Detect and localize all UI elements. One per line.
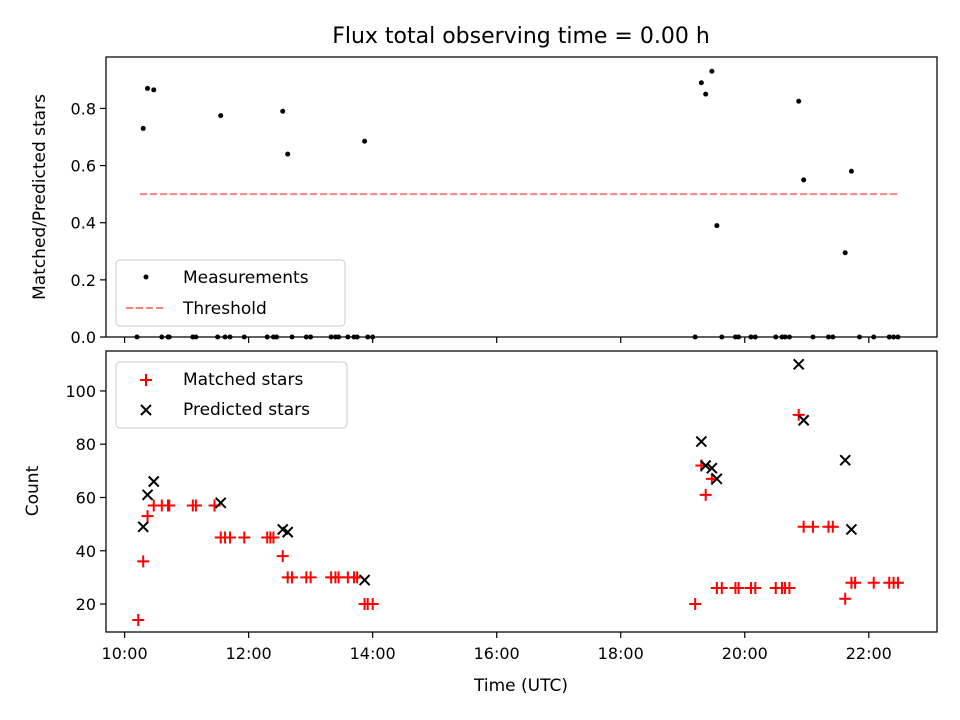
ratio-y-tick-label: 0.0 [71,328,96,347]
matched-stars-point [806,520,819,533]
ratio-y-tick-label: 0.8 [71,99,96,118]
figure-title: Flux total observing time = 0.00 h [332,24,710,49]
predicted-stars-point [148,475,160,488]
count-axes: 20 40 60 80 100 10:00 12:00 14:00 16:00 18:00 20:0… [65,382,891,663]
matched-stars-point [891,576,904,589]
x-tick-label: 12:00 [226,644,272,663]
ratio-y-tick-label: 0.4 [71,214,96,233]
matched-stars-point [826,520,839,533]
ratio-legend-box [115,259,346,327]
predicted-stars-point [797,414,810,426]
measurements-legend-label: Measurements [183,268,309,288]
predicted-stars-point [141,489,154,501]
matched-stars-point [141,510,154,523]
matched-stars-point [276,550,289,563]
matched-stars-point [137,555,150,568]
matched-stars-point [224,531,237,544]
matched-stars-point [715,582,728,595]
x-tick-label: 22:00 [846,644,892,663]
x-tick-label: 18:00 [598,644,644,663]
predicted-stars-point [695,435,708,448]
matched-stars-point [792,408,805,421]
count-y-tick-label: 60 [76,488,96,507]
measurement-point [703,91,709,97]
x-tick-label: 16:00 [474,644,520,663]
ratio-panel: 0.00.20.40.60.8 Matched/Predicted stars … [30,56,938,347]
predicted-stars-point [711,473,723,485]
measurement-point [218,113,224,119]
x-tick-label: 10:00 [102,644,148,663]
predicted-stars-point [845,523,858,536]
count-y-tick-label: 100 [65,382,96,401]
count-legend: Matched stars Predicted stars [115,361,348,429]
predicted-stars-point [281,526,294,538]
matched-legend-label: Matched stars [183,370,303,390]
ratio-panel-frame [105,56,938,338]
measurement-point [848,168,854,174]
predicted-stars-point [839,454,851,466]
matched-stars-point [689,598,702,611]
ratio-y-axis-label: Matched/Predicted stars [30,94,50,300]
predicted-stars-point [699,459,712,472]
matched-stars-point [749,582,762,595]
count-marks [132,358,904,627]
threshold-legend-label: Threshold [182,299,267,319]
x-tick-label: 20:00 [722,644,768,663]
measurement-point [796,98,802,104]
matched-stars-point [304,571,317,584]
count-panel: 20 40 60 80 100 10:00 12:00 14:00 16:00 18:00 20:0… [23,350,938,696]
x-axis-label: Time (UTC) [473,676,568,696]
matched-stars-point [366,598,379,611]
matched-stars-point [732,582,745,595]
matched-stars-point [163,499,176,512]
measurement-point [140,125,146,131]
predicted-stars-point [215,497,227,509]
predicted-legend-label: Predicted stars [183,400,310,420]
matched-stars-point [189,499,202,512]
matched-stars-point [132,614,145,627]
predicted-stars-point [792,358,805,371]
measurement-point [285,151,291,157]
x-tick-label: 14:00 [350,644,396,663]
ratio-y-tick-label: 0.2 [71,271,96,290]
measurement-point [714,223,720,229]
matched-stars-point [699,488,712,501]
count-legend-box [115,361,348,429]
ratio-legend: Measurements Threshold [115,259,346,327]
matched-legend-marker [140,374,152,386]
matched-stars-point [867,576,880,589]
measurement-point [145,85,151,91]
count-y-axis-label: Count [23,465,43,516]
measurement-point [280,108,286,114]
count-y-tick-label: 40 [76,542,96,561]
ratio-axes: 0.0 0.2 0.4 0.6 0.8 [71,99,870,347]
matched-stars-point [238,531,251,544]
count-y-tick-label: 20 [76,595,96,614]
matched-stars-point [267,531,280,544]
matched-stars-point [286,571,299,584]
predicted-stars-point [706,462,718,474]
measurement-point [709,68,715,74]
measurement-point [151,87,157,93]
matched-stars-point [849,576,862,589]
predicted-stars-point [358,574,371,586]
measurements-legend-marker [143,274,149,280]
matched-stars-point [839,592,852,605]
measurement-point [362,138,368,144]
measurement-point [698,80,704,86]
measurement-point [801,177,807,183]
ratio-y-tick-label: 0.6 [71,157,96,176]
predicted-stars-point [137,521,149,533]
predicted-legend-marker [140,404,152,416]
matched-stars-point [783,582,796,595]
measurement-point [842,250,848,256]
count-panel-frame [105,350,938,633]
count-y-tick-label: 80 [76,435,96,454]
